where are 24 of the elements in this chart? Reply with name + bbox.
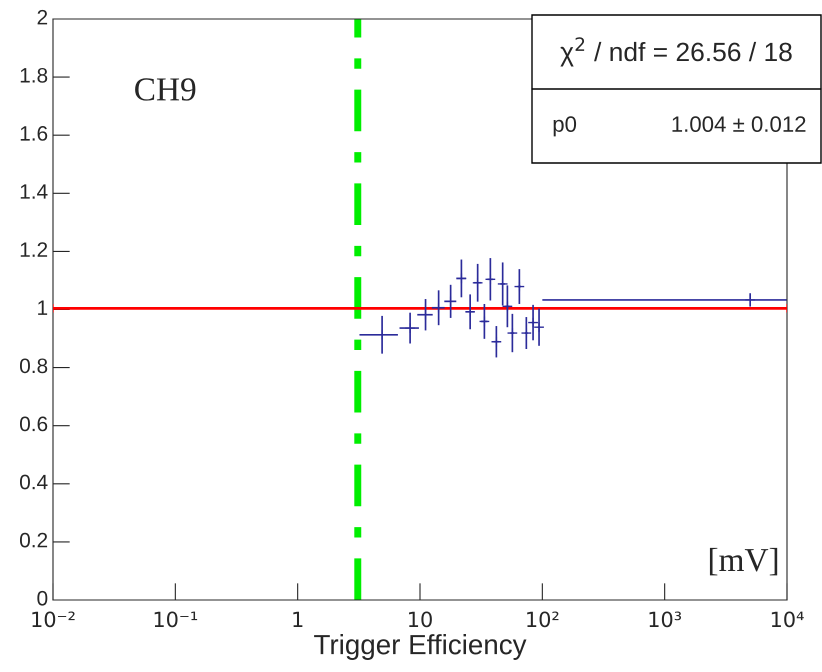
annotation: [mV] [710,548,778,576]
y-tick-label: 0.4 [20,474,48,490]
annotation: χ$^{2}$ / ndf = 26.56 / 18 [560,37,792,66]
y-tick-label: 1.2 [20,242,48,257]
annotation: CH9 [135,78,196,101]
x-axis-title: Trigger Efficiency [314,634,526,660]
x-tick-label: 1 [293,612,302,627]
y-tick-label: 2 [38,10,48,24]
x-tick-label: 10³ [650,611,682,628]
y-tick-label: 1.4 [20,184,48,199]
y-tick-label: 1.6 [20,126,48,141]
x-tick-label: 10 [409,611,432,628]
y-tick-label: 0.8 [20,358,48,374]
x-tick-label: 10⁻² [32,611,75,628]
y-tick-label: 1 [38,300,48,315]
y-tick-label: 0.6 [20,416,48,432]
annotation: 1.004 ± 0.012 [672,116,806,132]
y-tick-label: 1.8 [20,68,48,83]
x-tick-label: 10⁻¹ [154,611,198,628]
x-tick-label: 10² [527,611,558,628]
y-tick-label: 0.2 [20,532,48,548]
x-tick-label: 10⁴ [772,611,804,628]
y-tick-label: 0 [37,590,48,606]
annotation: p0 [554,116,576,136]
